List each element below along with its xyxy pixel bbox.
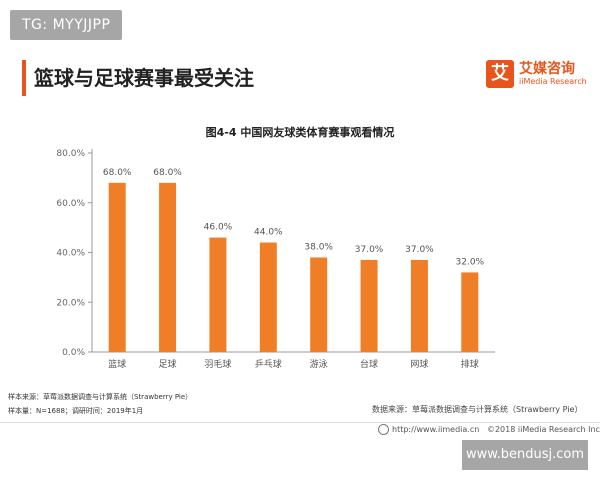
bar-data-label: 37.0% xyxy=(405,245,434,255)
chart-bars: 68.0% 68.0% 46.0% 44.0% 38.0% 37.0% 37.0% 32.0% xyxy=(103,168,485,352)
logo-cn-text: 艾媒咨询 xyxy=(519,61,575,77)
bar xyxy=(159,182,177,352)
bar-data-label: 46.0% xyxy=(204,223,233,233)
y-tick-label: 60.0% xyxy=(56,199,85,209)
x-category-label: 排球 xyxy=(461,358,479,370)
chart-title: 图4-4 中国网友球类体育赛事观看情况 xyxy=(206,125,395,139)
bar-data-label: 68.0% xyxy=(103,168,132,178)
x-category-label: 篮球 xyxy=(108,358,126,370)
watermark-top: TG: MYYJJPP xyxy=(10,10,123,40)
bar-data-label: 68.0% xyxy=(153,168,182,178)
watermark-bottom: www.bendusj.com xyxy=(462,440,588,470)
bar-data-label: 37.0% xyxy=(355,245,384,255)
chart-axes: 0.0% 20.0% 40.0% 60.0% 80.0% 篮球 足球 羽毛球 乒乓球 游泳 台球 网球… xyxy=(56,149,495,370)
heading-accent-bar xyxy=(22,60,26,96)
globe-icon xyxy=(378,424,389,435)
logo-en-text: iiMedia Research xyxy=(519,77,587,86)
x-category-label: 游泳 xyxy=(310,358,328,370)
y-tick-label: 0.0% xyxy=(62,348,85,358)
bar-chart: 图4-4 中国网友球类体育赛事观看情况 0.0% 20.0% 40.0% 60.0% 8… xyxy=(56,125,495,370)
y-tick-label: 20.0% xyxy=(56,298,85,308)
y-tick-label: 40.0% xyxy=(56,249,85,259)
bar xyxy=(461,272,479,352)
x-category-label: 台球 xyxy=(360,358,378,370)
sample-size: 样本量：N=1688；调研时间：2019年1月 xyxy=(8,407,144,415)
bar-data-label: 32.0% xyxy=(456,257,485,267)
footer-url: http://www.iimedia.cn xyxy=(392,425,480,434)
x-category-label: 网球 xyxy=(410,358,428,370)
x-category-label: 乒乓球 xyxy=(255,358,282,370)
data-source: 数据来源：草莓派数据调查与计算系统（Strawberry Pie） xyxy=(372,405,583,414)
bar xyxy=(410,259,428,352)
bar xyxy=(209,237,227,352)
page-heading: 篮球与足球赛事最受关注 xyxy=(34,66,254,90)
sample-source: 样本来源：草莓派数据调查与计算系统（Strawberry Pie） xyxy=(8,393,193,401)
bar xyxy=(108,182,126,352)
bar xyxy=(360,259,378,352)
footer: http://www.iimedia.cn ©2018 iiMedia Rese… xyxy=(378,424,600,435)
bar xyxy=(310,257,328,352)
logo: 艾 艾媒咨询 iiMedia Research xyxy=(486,58,590,92)
logo-mark-icon: 艾 xyxy=(486,60,514,88)
bar-data-label: 44.0% xyxy=(254,228,283,238)
x-category-label: 羽毛球 xyxy=(204,358,231,370)
footer-copyright: ©2018 iiMedia Research Inc xyxy=(486,425,600,434)
bar-data-label: 38.0% xyxy=(304,242,333,252)
y-tick-label: 80.0% xyxy=(56,149,85,159)
footer-divider xyxy=(0,422,600,423)
bar xyxy=(259,242,277,352)
x-category-label: 足球 xyxy=(159,358,177,370)
